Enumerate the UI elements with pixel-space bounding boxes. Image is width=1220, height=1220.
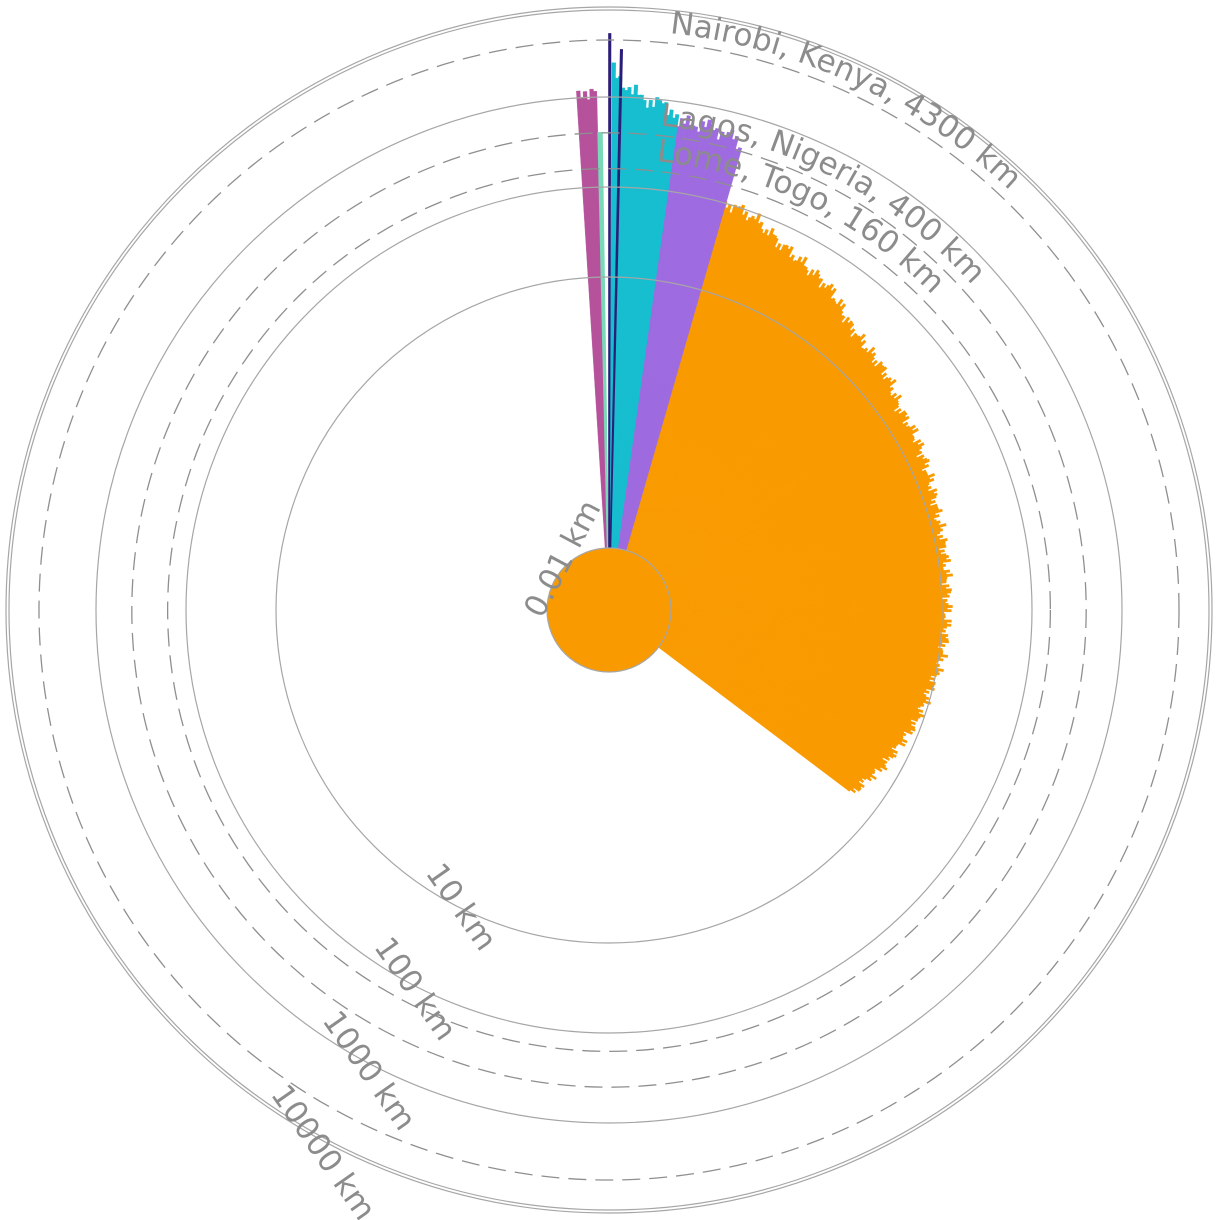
bar: [608, 576, 948, 611]
series-6: [608, 49, 624, 611]
bar: [608, 407, 902, 611]
bar: [608, 366, 888, 611]
ring-label: 1000 km: [315, 1004, 423, 1137]
series-5: [608, 33, 612, 611]
bar: [608, 346, 876, 611]
bar: [608, 531, 941, 611]
bar: [608, 598, 948, 611]
center-disc-layer: [546, 547, 672, 673]
bar: [608, 520, 941, 611]
ring-10: [275, 276, 943, 944]
reference-ring: [38, 39, 1180, 1181]
bar: [608, 544, 947, 611]
ring-1000: [95, 96, 1123, 1124]
bar: [608, 421, 909, 611]
bar: [582, 91, 610, 611]
bar: [608, 563, 946, 611]
bar: [608, 578, 947, 611]
bar: [608, 573, 953, 611]
ring-outer-inner: [8, 9, 1210, 1211]
bar: [608, 477, 935, 611]
bar: [608, 411, 908, 611]
bar: [608, 528, 944, 611]
bar: [608, 538, 948, 611]
bar: [608, 488, 938, 611]
bar: [608, 438, 922, 611]
bar: [608, 594, 950, 611]
bar: [608, 569, 951, 611]
bar: [608, 147, 743, 611]
bar: [608, 450, 923, 611]
bar: [608, 605, 953, 611]
bar: [608, 463, 930, 611]
center-disc: [546, 547, 672, 673]
bar: [608, 415, 910, 611]
bar: [608, 508, 943, 611]
bars-layer: [576, 33, 953, 794]
rings-layer: [5, 6, 1213, 1214]
bar: [608, 378, 897, 611]
bar: [608, 534, 944, 611]
ring-100: [185, 186, 1033, 1034]
bar: [608, 495, 937, 611]
bar: [608, 514, 940, 611]
bar: [608, 33, 612, 611]
ring-10000: [5, 6, 1213, 1214]
bar: [608, 332, 858, 611]
bar: [608, 333, 867, 611]
bar: [608, 558, 952, 611]
bar: [608, 392, 898, 611]
reference-ring: [131, 132, 1087, 1088]
series-2: [608, 62, 680, 611]
bar: [608, 472, 936, 611]
bar: [608, 588, 952, 611]
bar: [608, 540, 946, 611]
bar: [608, 352, 877, 611]
bar: [608, 580, 947, 611]
bar: [608, 435, 915, 611]
bar: [608, 347, 869, 611]
bar: [608, 590, 952, 611]
bar: [608, 49, 624, 611]
bar: [608, 424, 916, 611]
series-3: [576, 88, 610, 611]
bar: [608, 427, 919, 611]
bar: [608, 437, 916, 611]
bar: [608, 492, 938, 611]
bar: [608, 523, 947, 611]
bar: [608, 401, 900, 611]
bar: [608, 391, 892, 611]
bar: [608, 485, 932, 611]
bar: [608, 360, 884, 611]
bar: [608, 554, 949, 611]
bar: [608, 499, 936, 611]
bar: [592, 91, 610, 611]
ring-label: 10 km: [418, 857, 503, 957]
bar: [608, 404, 900, 611]
bar: [589, 88, 610, 611]
bar: [608, 359, 878, 611]
bar: [608, 584, 950, 611]
bar: [608, 386, 895, 611]
bar: [608, 356, 876, 611]
bar: [608, 442, 925, 611]
reference-ring: [166, 167, 1052, 1053]
ring-label: 10000 km: [263, 1078, 382, 1220]
bar: [608, 394, 903, 611]
bar: [608, 445, 923, 611]
bar: [608, 372, 888, 611]
bar: [608, 328, 856, 611]
bar: [608, 482, 930, 611]
bar: [608, 114, 680, 611]
bar: [608, 376, 893, 611]
bar: [608, 454, 925, 611]
bar: [608, 609, 851, 792]
bar: [608, 399, 899, 611]
bar: [608, 458, 931, 611]
bar: [576, 90, 610, 611]
bar: [608, 339, 867, 611]
bar: [608, 549, 945, 611]
